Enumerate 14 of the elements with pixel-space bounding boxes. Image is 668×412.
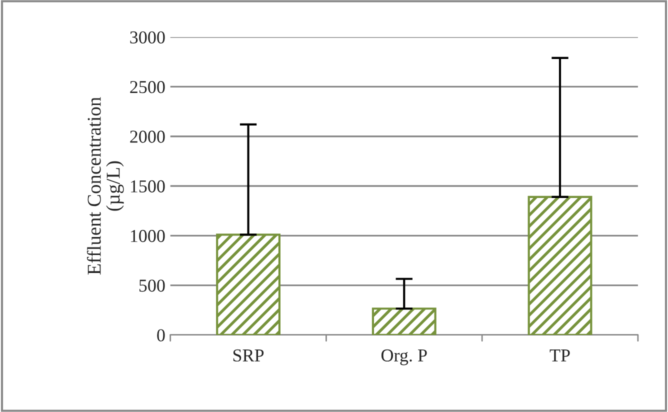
y-tick-label: 2000	[130, 130, 165, 143]
x-tick-label: TP	[550, 350, 570, 362]
y-tick-label: 2500	[130, 80, 165, 94]
x-tick-label: SRP	[233, 349, 264, 362]
bar	[372, 308, 436, 335]
y-tick-label: 0	[157, 329, 165, 342]
y-tick-label: 500	[139, 280, 165, 292]
bar	[216, 234, 280, 335]
y-tick-label: 1500	[130, 180, 165, 192]
bar	[528, 196, 592, 335]
y-axis-title: Effluent Concentration (µg/L)	[86, 97, 124, 275]
y-tick-label: 3000	[130, 31, 165, 44]
x-tick-label: Org. P	[381, 349, 427, 366]
y-tick-label: 1000	[130, 230, 165, 242]
